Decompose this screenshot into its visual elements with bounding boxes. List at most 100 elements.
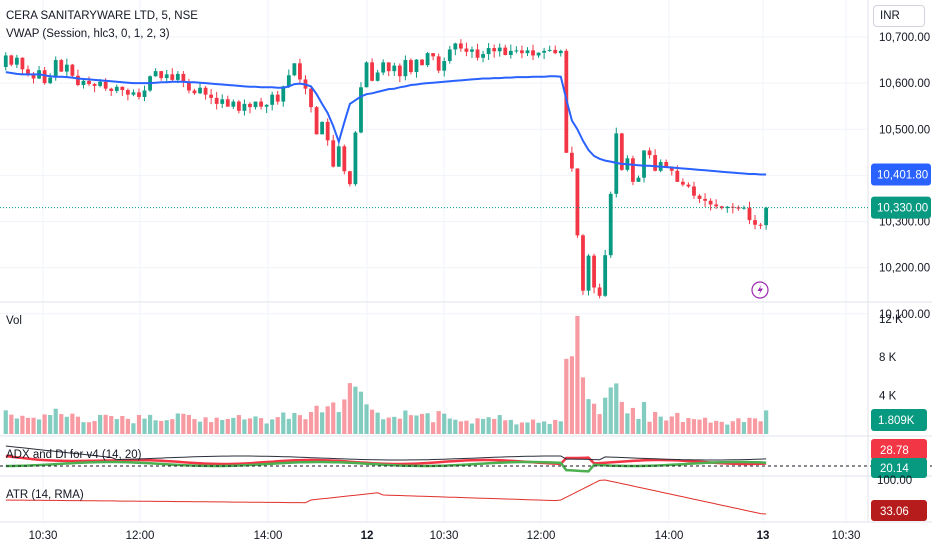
volume-bar — [603, 397, 608, 434]
candle-body — [120, 86, 125, 91]
candle-body — [225, 99, 230, 107]
candle-body — [453, 43, 458, 50]
vwap-legend: VWAP (Session, hlc3, 0, 1, 2, 3) — [6, 28, 170, 40]
volume-bar — [14, 418, 19, 434]
candle-body — [137, 92, 141, 97]
candle-body — [508, 50, 513, 55]
volume-bar — [408, 415, 414, 434]
candle-body — [209, 94, 214, 98]
time-tick-label: 12:00 — [126, 530, 155, 542]
volume-bar — [136, 414, 142, 434]
candle-body — [347, 171, 352, 185]
volume-bar — [730, 421, 735, 434]
volume-bar — [353, 386, 358, 434]
candle-body — [76, 75, 80, 85]
currency-selector[interactable]: INR — [873, 5, 925, 27]
candle-body — [236, 101, 241, 111]
volume-bar — [475, 418, 480, 434]
time-tick-label: 13 — [757, 530, 770, 542]
volume-bar — [281, 412, 286, 434]
candle-body — [542, 50, 547, 53]
volume-bar — [9, 414, 14, 434]
volume-bar — [325, 406, 330, 434]
volume-bar — [747, 417, 752, 434]
volume-last-tag-bg — [871, 409, 927, 431]
volume-pane[interactable] — [3, 315, 769, 434]
volume-bar — [636, 418, 641, 434]
volume-bar — [497, 415, 502, 434]
candle-body — [636, 177, 641, 182]
candle-body — [248, 103, 252, 108]
atr-legend: ATR (14, RMA) — [6, 489, 84, 501]
atr-pane[interactable]: 33.06 — [5, 479, 927, 521]
candle-body — [286, 75, 291, 87]
volume-bar — [575, 315, 580, 434]
di-minus-tag: 28.78 — [880, 445, 909, 457]
time-tick-label: 10:30 — [430, 530, 459, 542]
price-tick-label: 10,200.00 — [879, 263, 930, 275]
volume-bar — [431, 422, 436, 434]
volume-bar — [503, 420, 508, 434]
candle-body — [753, 220, 757, 225]
candle-body — [581, 235, 585, 291]
volume-bar — [258, 418, 264, 434]
candle-body — [381, 62, 386, 73]
time-axis[interactable]: 10:30 12:00 14:00 12 10:30 12:00 14:00 13 10:30 — [29, 530, 861, 542]
volume-bar — [25, 417, 31, 434]
volume-bar — [536, 422, 541, 434]
volume-bar — [653, 411, 658, 434]
volume-bar — [458, 421, 463, 434]
candle-body — [597, 287, 602, 296]
volume-bar — [20, 415, 25, 434]
volume-bar — [741, 422, 747, 434]
candle-body — [275, 94, 280, 102]
volume-bar — [347, 383, 352, 434]
candle-body — [742, 207, 746, 209]
candle-body — [653, 155, 658, 171]
volume-bar — [270, 419, 275, 434]
price-pane[interactable] — [0, 39, 868, 299]
volume-bar — [181, 413, 186, 434]
volume-bar — [419, 413, 425, 434]
adx-threshold-label: 100.00 — [877, 475, 912, 487]
lightning-icon[interactable] — [751, 281, 769, 299]
volume-tick-label: 4 K — [879, 391, 897, 403]
volume-bar — [114, 419, 119, 434]
volume-bar — [231, 417, 236, 434]
volume-bar — [586, 399, 591, 434]
volume-bar — [608, 387, 613, 434]
time-tick-label: 14:00 — [254, 530, 283, 542]
volume-bar — [630, 407, 636, 434]
candle-body — [592, 255, 596, 288]
volume-bar — [686, 417, 691, 434]
candle-body — [64, 64, 69, 72]
time-tick-label: 14:00 — [655, 530, 684, 542]
atr-line — [5, 479, 767, 515]
candle-body — [70, 64, 75, 76]
candle-body — [514, 50, 519, 52]
volume-bar — [375, 412, 380, 434]
volume-bar — [42, 414, 47, 434]
volume-bar — [275, 417, 280, 434]
volume-bar — [725, 424, 730, 434]
candle-body — [153, 71, 158, 77]
volume-bar — [225, 418, 230, 434]
candle-body — [486, 48, 491, 55]
volume-bar — [647, 421, 652, 434]
candle-body — [747, 207, 752, 221]
price-axis[interactable]: 10,700.0010,600.0010,500.0010,400.0010,3… — [871, 32, 931, 321]
candle-body — [481, 54, 485, 58]
candle-body — [397, 65, 402, 77]
volume-bar — [530, 419, 536, 434]
candle-body — [325, 121, 330, 141]
candle-body — [403, 60, 408, 77]
candle-body — [231, 101, 236, 107]
candle-body — [531, 50, 535, 56]
volume-bar — [192, 419, 197, 434]
candle-body — [586, 255, 591, 291]
volume-bar — [242, 419, 247, 434]
volume-bar — [358, 391, 364, 434]
volume-bar — [619, 401, 624, 434]
